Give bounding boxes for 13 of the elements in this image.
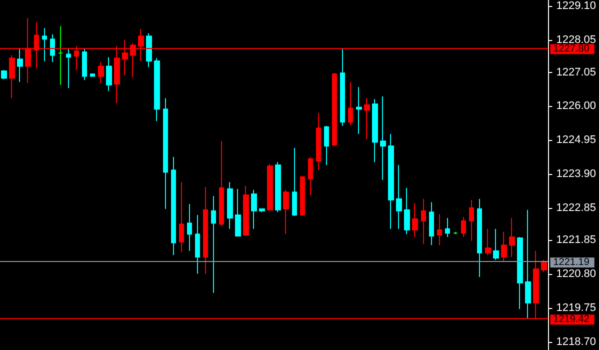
y-tick-label: 1226.00 [556,100,596,112]
y-tick-label: 1219.75 [556,302,596,314]
y-tick-label: 1229.10 [556,0,596,12]
ref-line-label: 1221.19 [553,257,590,268]
y-tick-label: 1221.85 [556,234,596,246]
y-tick-label: 1224.95 [556,134,596,146]
y-tick-label: 1218.70 [556,336,596,348]
y-tick-label: 1222.85 [556,202,596,214]
ref-line-label: 1227.80 [553,44,590,55]
y-tick-label: 1223.90 [556,168,596,180]
y-tick-label: 1227.05 [556,66,596,78]
y-tick-label: 1220.80 [556,268,596,280]
ref-line-label: 1219.42 [553,314,590,326]
